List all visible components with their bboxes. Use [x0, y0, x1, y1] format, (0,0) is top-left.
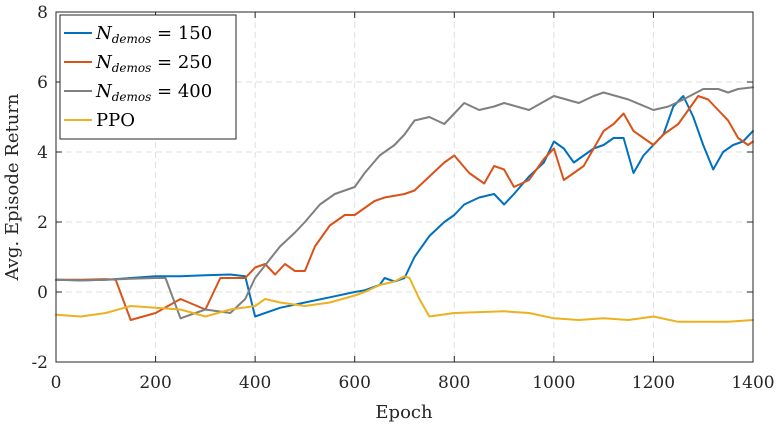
y-tick-label: 6	[37, 73, 48, 93]
x-tick-label: 200	[139, 373, 171, 393]
series-lines	[55, 86, 754, 323]
legend-label: Ndemos = 400	[95, 81, 212, 104]
x-tick-label: 1400	[731, 373, 774, 393]
axes	[55, 11, 754, 363]
series-line-3	[55, 86, 754, 320]
y-tick-label: 4	[37, 143, 48, 163]
y-tick-label: 8	[37, 3, 48, 23]
legend-label: PPO	[96, 110, 135, 131]
x-tick-label: 400	[239, 373, 271, 393]
y-tick-label: -2	[31, 353, 48, 373]
plot-frame	[55, 11, 754, 363]
y-tick-label: 2	[37, 213, 48, 233]
grid	[56, 12, 753, 362]
y-tick-labels: -2 0 2 4 6 8	[31, 3, 48, 373]
x-axis-label: Epoch	[375, 402, 433, 423]
x-tick-label: 1200	[632, 373, 675, 393]
series-line-2	[55, 95, 754, 321]
legend-label: Ndemos = 150	[95, 23, 212, 46]
legend-box	[59, 14, 237, 140]
x-tick-label: 600	[338, 373, 370, 393]
x-tick-label: 1000	[532, 373, 575, 393]
series-line-4	[55, 275, 754, 323]
legend: Ndemos = 150 Ndemos = 250 Ndemos = 400 PPO	[59, 14, 237, 140]
x-tick-labels: 0 200 400 600 800 1000 1200 1400	[51, 373, 775, 393]
x-tick-label: 0	[51, 373, 62, 393]
tick-marks	[55, 11, 754, 363]
legend-label: Ndemos = 250	[95, 52, 212, 75]
y-tick-label: 0	[37, 283, 48, 303]
y-axis-label: Avg. Episode Return	[2, 93, 23, 281]
x-tick-label: 800	[438, 373, 470, 393]
